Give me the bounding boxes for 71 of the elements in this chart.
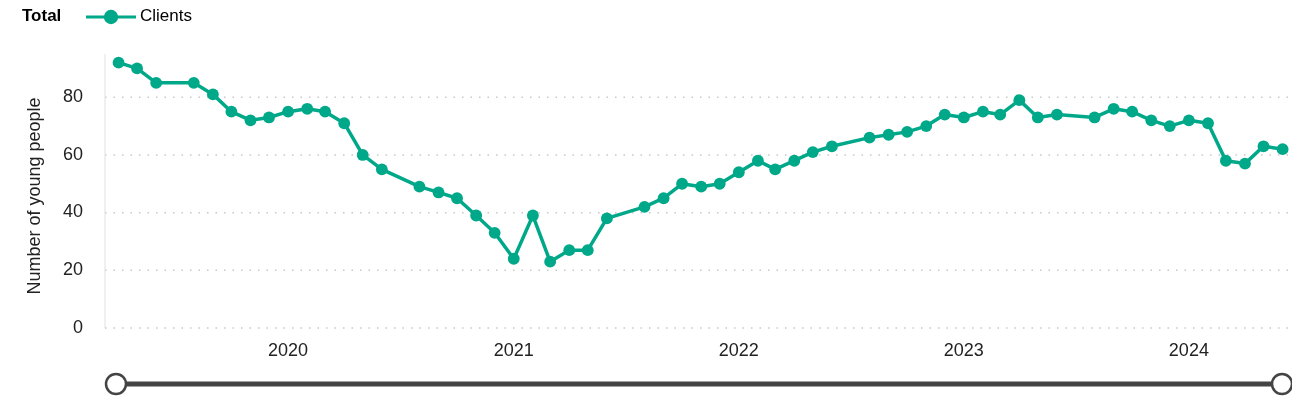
y-tick-label: 20 bbox=[62, 259, 83, 280]
point bbox=[338, 117, 351, 130]
point bbox=[957, 111, 970, 124]
x-tick-label: 2024 bbox=[1168, 339, 1209, 360]
point bbox=[131, 62, 143, 75]
point bbox=[994, 108, 1007, 121]
point bbox=[1182, 114, 1195, 127]
point bbox=[563, 244, 576, 257]
point bbox=[319, 105, 332, 118]
y-tick-label: 60 bbox=[62, 143, 83, 164]
point bbox=[263, 111, 275, 124]
point bbox=[1163, 120, 1176, 133]
x-tick-label: 2021 bbox=[493, 339, 534, 360]
point bbox=[657, 192, 670, 205]
point bbox=[1219, 154, 1232, 167]
point bbox=[507, 252, 520, 265]
x-tick-label: 2023 bbox=[943, 339, 984, 360]
point bbox=[1088, 111, 1101, 124]
point bbox=[1126, 105, 1139, 118]
point bbox=[1202, 117, 1214, 130]
point bbox=[713, 177, 726, 190]
point bbox=[938, 108, 951, 121]
point bbox=[920, 120, 933, 133]
point bbox=[977, 105, 989, 118]
y-tick-label: 40 bbox=[62, 201, 83, 222]
point bbox=[752, 154, 764, 167]
point bbox=[1145, 114, 1158, 127]
point bbox=[600, 212, 613, 225]
point bbox=[1257, 140, 1270, 153]
point bbox=[863, 131, 876, 144]
point bbox=[769, 163, 782, 176]
point bbox=[1031, 111, 1044, 124]
point bbox=[581, 244, 594, 257]
point bbox=[187, 76, 200, 89]
x-tick-label: 2022 bbox=[718, 339, 759, 360]
point bbox=[470, 209, 483, 222]
point bbox=[244, 114, 257, 127]
point bbox=[451, 192, 463, 205]
point bbox=[432, 186, 445, 199]
point bbox=[676, 177, 688, 190]
legend-label: Clients bbox=[140, 6, 192, 26]
point bbox=[732, 166, 745, 179]
point bbox=[1276, 143, 1289, 156]
y-tick-label: 0 bbox=[72, 316, 83, 337]
point bbox=[282, 105, 295, 118]
point bbox=[901, 125, 914, 138]
point bbox=[806, 146, 819, 158]
point bbox=[1107, 102, 1120, 115]
point bbox=[488, 226, 501, 239]
point bbox=[206, 88, 219, 101]
point bbox=[356, 149, 369, 161]
point bbox=[375, 163, 388, 176]
point bbox=[882, 128, 895, 141]
point bbox=[1239, 157, 1251, 170]
point bbox=[301, 102, 314, 115]
point bbox=[526, 209, 539, 222]
point bbox=[788, 154, 801, 167]
point bbox=[150, 76, 163, 89]
point bbox=[695, 180, 708, 193]
point bbox=[1051, 108, 1063, 121]
legend-title: Total bbox=[22, 6, 62, 26]
point bbox=[112, 56, 125, 69]
point bbox=[225, 105, 238, 118]
y-tick-label: 80 bbox=[62, 86, 83, 107]
point bbox=[544, 255, 557, 268]
point bbox=[825, 140, 838, 153]
point bbox=[638, 200, 651, 213]
point bbox=[1013, 94, 1026, 107]
x-tick-label: 2020 bbox=[268, 339, 309, 360]
point bbox=[413, 180, 426, 193]
y-axis-title: Number of young people bbox=[24, 97, 44, 295]
